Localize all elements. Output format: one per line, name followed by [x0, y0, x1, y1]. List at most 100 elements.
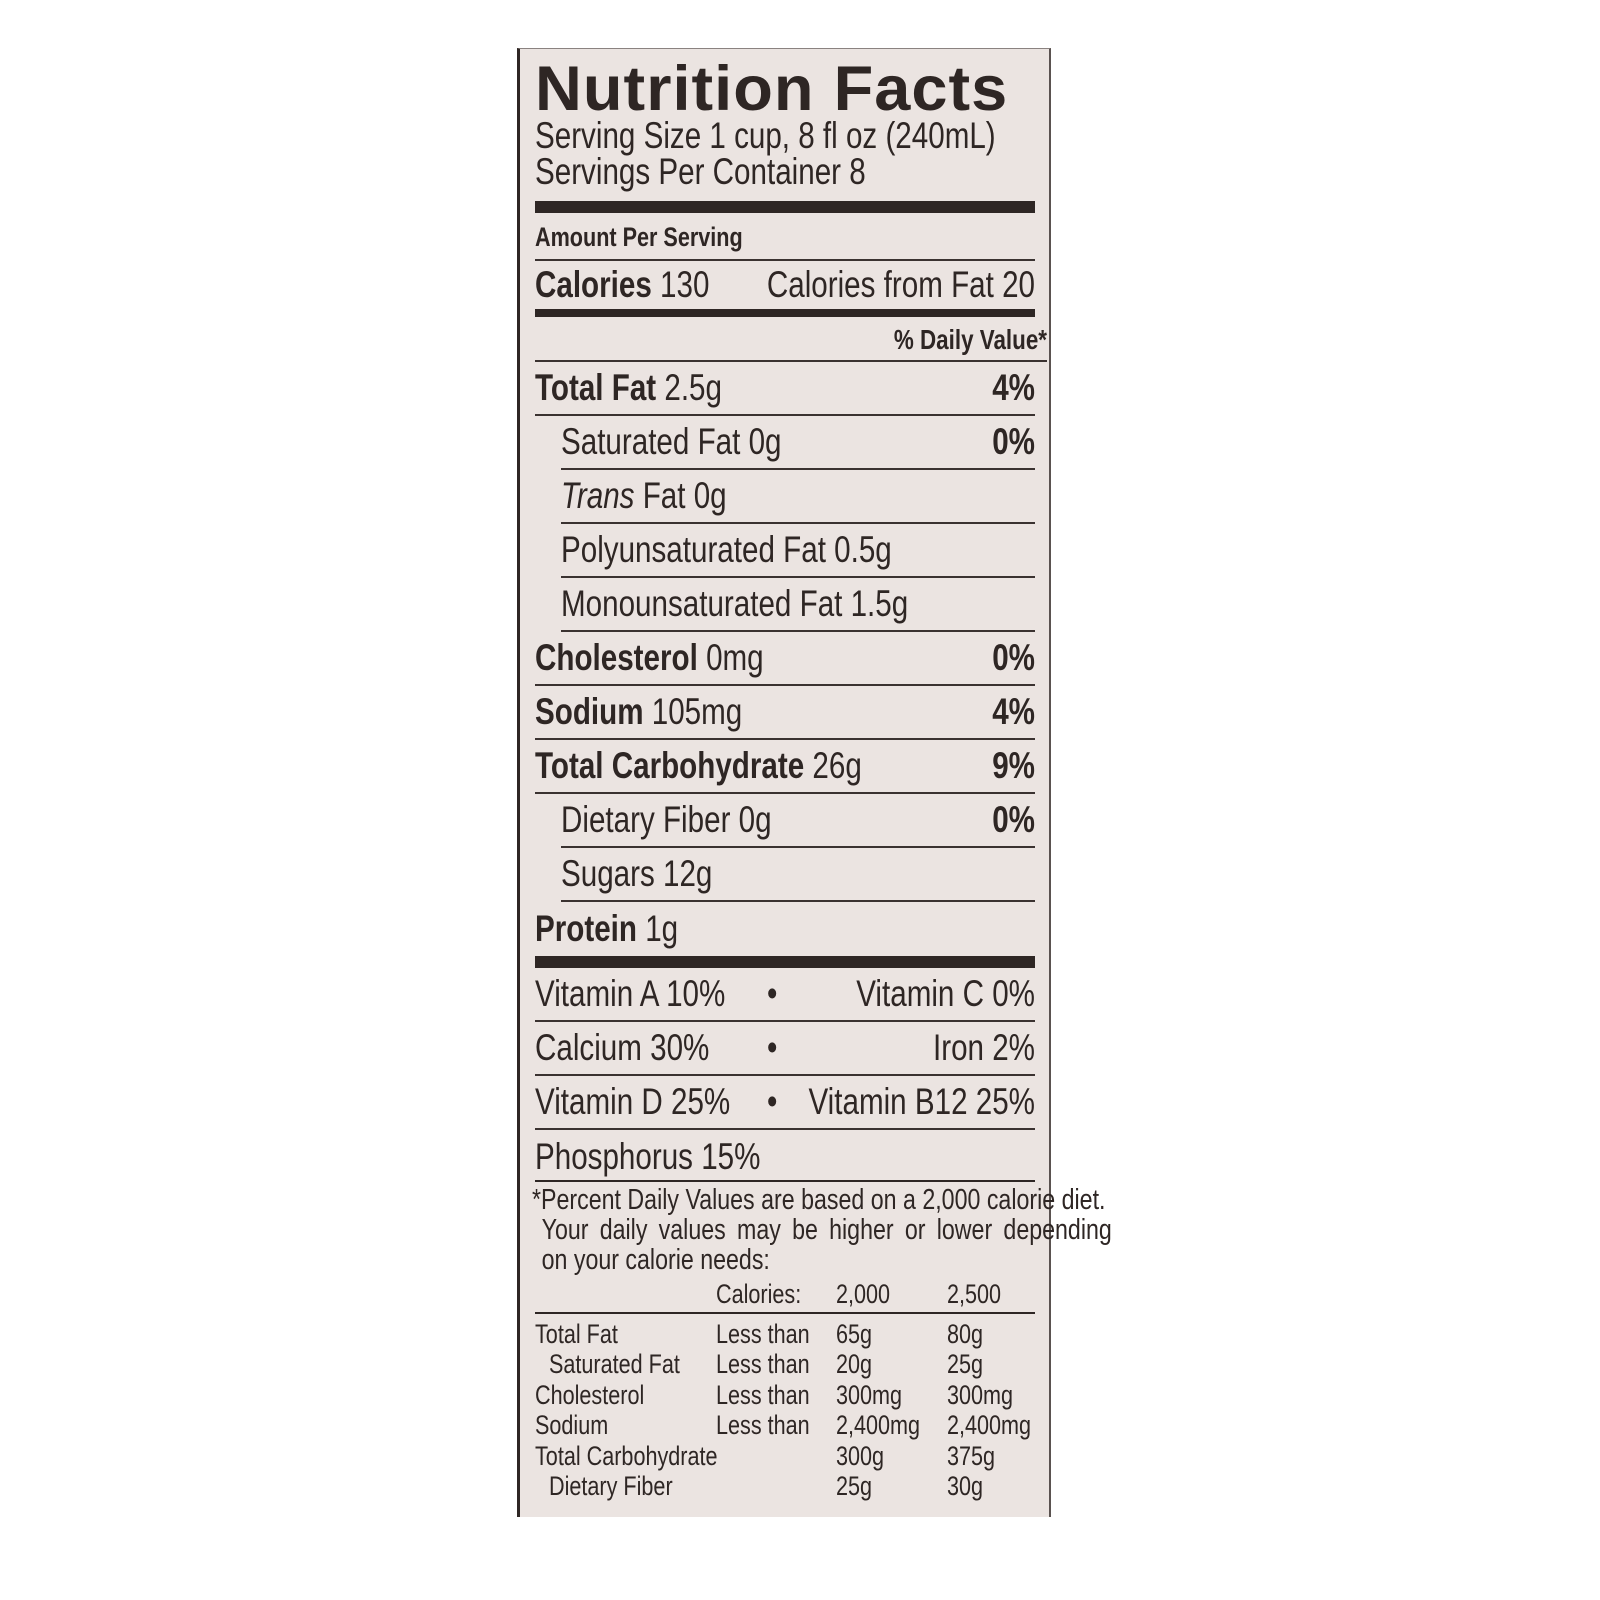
reference-cell: 2,500	[947, 1278, 1002, 1309]
nutrient-label: Polyunsaturated Fat	[561, 529, 826, 570]
nutrient-amount: 1g	[645, 908, 679, 949]
thick-divider	[535, 956, 1035, 968]
nutrient-amount: 0g	[693, 475, 727, 516]
reference-cell: Less than	[716, 1349, 810, 1379]
nutrient-label-rest: Fat	[642, 475, 686, 516]
footnote-line: *Percent Daily Values are based on a 2,0…	[532, 1184, 1106, 1216]
nutrient-amount: 0g	[738, 799, 772, 840]
reference-cell: 30g	[947, 1471, 984, 1501]
footnote-line: on your calorie needs:	[541, 1244, 770, 1276]
serving-size-text: Serving Size 1 cup, 8 fl oz (240mL)	[535, 115, 996, 156]
vitamin-right: Iron 2%	[932, 1027, 1035, 1068]
calories-row: Calories 130 Calories from Fat 20	[535, 263, 1035, 307]
reference-cell: Less than	[716, 1379, 810, 1410]
nutrient-daily-value: 4%	[992, 691, 1035, 732]
reference-row: Sodium Less than 2,400mg 2,400mg	[535, 1410, 1035, 1441]
nutrient-row: Cholesterol 0mg 0%	[535, 632, 1035, 686]
reference-cell: 25g	[836, 1471, 873, 1501]
nutrient-label: Total Carbohydrate	[535, 745, 805, 786]
daily-value-header: % Daily Value*	[535, 319, 1047, 362]
nutrient-daily-value: 0%	[992, 637, 1035, 678]
bullet: •	[767, 1081, 778, 1122]
footnote: *Percent Daily Values are based on a 2,0…	[532, 1184, 1112, 1276]
nutrient-row: Sugars 12g	[561, 848, 1035, 902]
vitamin-left: Calcium 30%	[535, 1027, 710, 1068]
nutrient-amount: 12g	[663, 853, 713, 894]
divider	[535, 1312, 1035, 1314]
reference-cell: Saturated Fat	[549, 1349, 680, 1379]
amount-per-serving: Amount Per Serving	[535, 215, 1035, 261]
reference-cell: Total Fat	[535, 1318, 618, 1349]
reference-cell: 2,400mg	[836, 1410, 921, 1440]
reference-cell: 300mg	[836, 1379, 903, 1410]
bullet: •	[767, 1027, 778, 1068]
nutrient-daily-value: 0%	[992, 799, 1035, 840]
reference-cell: 2,400mg	[947, 1410, 1032, 1440]
reference-cell: 300g	[836, 1440, 885, 1471]
reference-cell: 20g	[836, 1349, 873, 1379]
reference-row: Saturated Fat Less than 20g 25g	[535, 1349, 1035, 1380]
reference-cell: 25g	[947, 1349, 984, 1379]
nutrient-daily-value: 0%	[992, 421, 1035, 462]
reference-cell: 300mg	[947, 1379, 1014, 1410]
nutrient-row: Polyunsaturated Fat 0.5g	[561, 524, 1035, 578]
vitamin-row: Phosphorus 15%	[535, 1130, 1035, 1184]
reference-row: Cholesterol Less than 300mg 300mg	[535, 1380, 1035, 1410]
footnote-line: Your daily values may be higher or lower…	[541, 1214, 1112, 1246]
nutrient-row: Total Fat 2.5g 4%	[535, 362, 1035, 416]
divider	[535, 1180, 1035, 1182]
vitamin-right: Vitamin B12 25%	[808, 1081, 1035, 1122]
nutrient-label: Cholesterol	[535, 637, 698, 678]
nutrient-row: Monounsaturated Fat 1.5g	[561, 578, 1035, 632]
nutrient-label: Sodium	[535, 691, 644, 732]
reference-cell: Less than	[716, 1318, 810, 1349]
nutrient-amount: 105mg	[651, 691, 743, 732]
amount-per-serving-text: Amount Per Serving	[535, 221, 743, 252]
reference-cell: Total Carbohydrate	[535, 1440, 718, 1471]
vitamin-row: Calcium 30% • Iron 2%	[535, 1022, 1035, 1076]
medium-divider	[535, 309, 1035, 317]
nutrient-row: Trans Fat 0g	[561, 470, 1035, 524]
nutrient-label: Total Fat	[535, 367, 657, 408]
nutrient-row: Dietary Fiber 0g 0%	[561, 794, 1035, 848]
reference-header: Calories: 2,000 2,500	[535, 1279, 1035, 1309]
reference-cell: 2,000	[836, 1278, 891, 1309]
vitamin-left: Vitamin A 10%	[535, 973, 726, 1014]
reference-cell: Sodium	[535, 1410, 609, 1440]
daily-value-header-text: % Daily Value*	[893, 323, 1047, 355]
reference-row: Total Fat Less than 65g 80g	[535, 1319, 1035, 1349]
calories-from-fat: Calories from Fat 20	[766, 264, 1035, 305]
nutrient-row: Total Carbohydrate 26g 9%	[535, 740, 1035, 794]
nutrient-amount: 0mg	[706, 637, 764, 678]
thick-divider	[535, 201, 1035, 213]
reference-cell: Less than	[716, 1410, 810, 1440]
nutrient-label: Trans	[561, 475, 635, 516]
reference-cell: 65g	[836, 1318, 873, 1349]
nutrient-daily-value: 4%	[992, 367, 1035, 408]
nutrient-amount: 0g	[748, 421, 782, 462]
calories-label: Calories	[535, 264, 652, 305]
nutrient-amount: 1.5g	[850, 583, 909, 624]
vitamin-left: Vitamin D 25%	[535, 1081, 731, 1122]
servings-text: Servings Per Container 8	[535, 151, 866, 192]
nutrient-label: Dietary Fiber	[561, 799, 731, 840]
nutrient-amount: 26g	[812, 745, 862, 786]
reference-cell: Dietary Fiber	[549, 1471, 673, 1501]
reference-cell: Calories:	[716, 1278, 802, 1309]
nutrient-label: Monounsaturated Fat	[561, 583, 843, 624]
vitamin-row: Vitamin D 25% • Vitamin B12 25%	[535, 1076, 1035, 1130]
nutrition-facts-label: Nutrition Facts Serving Size 1 cup, 8 fl…	[517, 48, 1112, 1517]
nutrient-row: Saturated Fat 0g 0%	[561, 416, 1035, 470]
reference-cell: Cholesterol	[535, 1379, 645, 1410]
nutrient-row: Protein 1g	[535, 902, 1035, 956]
calories-value: 130	[660, 264, 710, 305]
nutrient-row: Sodium 105mg 4%	[535, 686, 1035, 740]
reference-cell: 375g	[947, 1440, 996, 1471]
vitamin-row: Vitamin A 10% • Vitamin C 0%	[535, 968, 1035, 1022]
vitamin-left: Phosphorus 15%	[535, 1136, 761, 1177]
vitamin-right: Vitamin C 0%	[856, 973, 1035, 1014]
title-text: Nutrition Facts	[535, 54, 1009, 124]
bullet: •	[767, 973, 778, 1014]
label-title: Nutrition Facts	[535, 54, 1035, 124]
nutrient-amount: 2.5g	[664, 367, 722, 408]
